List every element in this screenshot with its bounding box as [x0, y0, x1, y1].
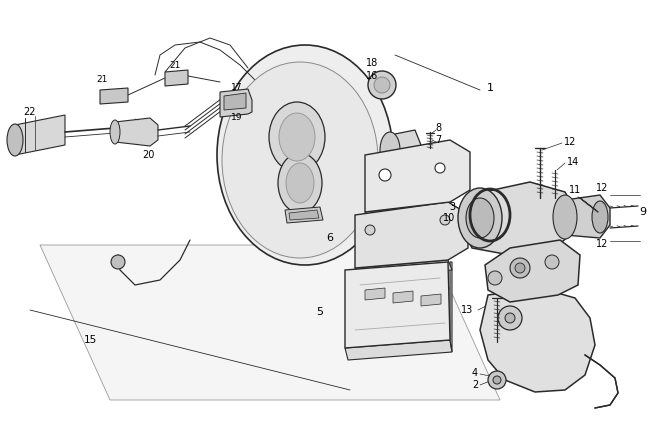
Ellipse shape [592, 201, 608, 233]
Polygon shape [565, 195, 610, 238]
Polygon shape [345, 340, 452, 360]
Text: 22: 22 [24, 107, 36, 117]
Text: 7: 7 [435, 135, 441, 145]
Ellipse shape [458, 188, 502, 248]
Text: 4: 4 [472, 368, 478, 378]
Polygon shape [393, 291, 413, 303]
Text: 12: 12 [564, 137, 576, 147]
Circle shape [374, 77, 390, 93]
Text: 17: 17 [231, 83, 242, 92]
Text: 3: 3 [449, 202, 455, 212]
Text: 14: 14 [567, 157, 579, 167]
Ellipse shape [269, 102, 325, 172]
Polygon shape [365, 140, 470, 212]
Ellipse shape [380, 132, 400, 168]
Polygon shape [450, 262, 452, 352]
Polygon shape [165, 70, 188, 86]
Polygon shape [365, 202, 453, 222]
Polygon shape [358, 150, 450, 212]
Text: 20: 20 [142, 150, 154, 160]
Text: 12: 12 [595, 239, 608, 249]
Ellipse shape [7, 124, 23, 156]
Polygon shape [40, 245, 500, 400]
Circle shape [498, 306, 522, 330]
Polygon shape [462, 182, 575, 255]
Polygon shape [345, 262, 450, 348]
Ellipse shape [286, 163, 314, 203]
Text: 10: 10 [443, 213, 455, 223]
Ellipse shape [279, 113, 315, 161]
Text: 15: 15 [83, 335, 97, 345]
Text: 5: 5 [317, 307, 324, 317]
Polygon shape [390, 130, 423, 170]
Polygon shape [480, 288, 595, 392]
Text: 13: 13 [461, 305, 473, 315]
Text: 18: 18 [366, 58, 378, 68]
Polygon shape [355, 202, 468, 268]
Text: 6: 6 [326, 233, 333, 243]
Circle shape [368, 71, 396, 99]
Polygon shape [15, 115, 65, 155]
Text: 9: 9 [640, 207, 647, 217]
Text: 2: 2 [472, 380, 478, 390]
Circle shape [111, 255, 125, 269]
Ellipse shape [222, 62, 378, 258]
Circle shape [510, 258, 530, 278]
Text: 21: 21 [96, 75, 108, 84]
Text: 21: 21 [169, 61, 181, 70]
Polygon shape [485, 240, 580, 302]
Polygon shape [289, 210, 319, 220]
Text: 1: 1 [486, 83, 493, 93]
Circle shape [440, 215, 450, 225]
Ellipse shape [278, 153, 322, 213]
Polygon shape [285, 207, 323, 223]
Text: 8: 8 [435, 123, 441, 133]
Text: 11: 11 [569, 185, 581, 195]
Circle shape [435, 163, 445, 173]
Ellipse shape [553, 195, 577, 239]
Polygon shape [355, 260, 452, 278]
Polygon shape [115, 118, 158, 146]
Text: 16: 16 [366, 71, 378, 81]
Circle shape [505, 313, 515, 323]
Circle shape [488, 371, 506, 389]
Polygon shape [421, 294, 441, 306]
Circle shape [488, 271, 502, 285]
Circle shape [365, 225, 375, 235]
Circle shape [493, 376, 501, 384]
Ellipse shape [217, 45, 393, 265]
Polygon shape [220, 89, 252, 117]
Circle shape [515, 263, 525, 273]
Polygon shape [100, 88, 128, 104]
Polygon shape [365, 288, 385, 300]
Ellipse shape [110, 120, 120, 144]
Circle shape [545, 255, 559, 269]
Text: 12: 12 [595, 183, 608, 193]
Circle shape [379, 169, 391, 181]
Ellipse shape [466, 198, 494, 238]
Text: 19: 19 [231, 114, 242, 123]
Polygon shape [224, 93, 246, 110]
